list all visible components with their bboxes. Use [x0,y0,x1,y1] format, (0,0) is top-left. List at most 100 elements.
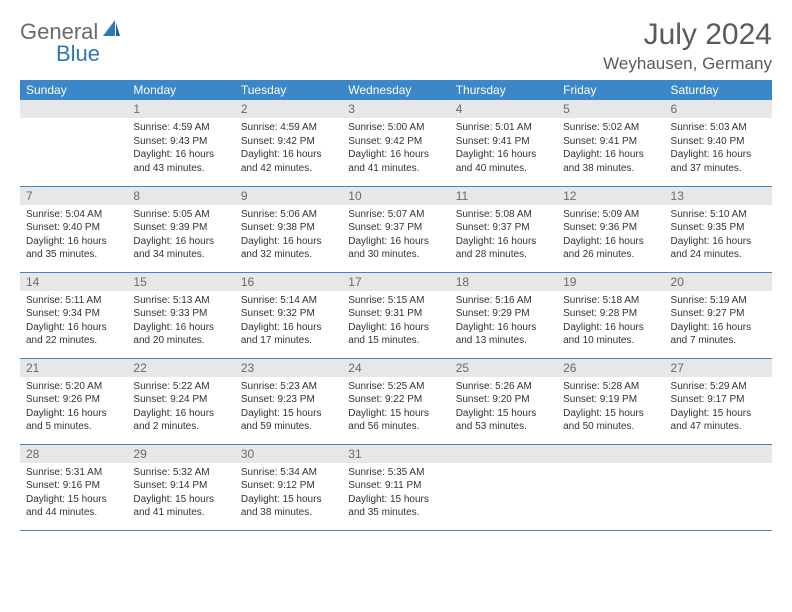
day-number: 26 [557,359,664,377]
weekday-header: Monday [127,80,234,100]
day-number: 14 [20,273,127,291]
calendar-header-row: SundayMondayTuesdayWednesdayThursdayFrid… [20,80,772,100]
logo: General Blue [20,18,121,67]
day-number: 13 [665,187,772,205]
day-data: Sunrise: 5:35 AMSunset: 9:11 PMDaylight:… [342,463,449,524]
day-number: 18 [450,273,557,291]
day-number: 11 [450,187,557,205]
calendar-day-cell: 18Sunrise: 5:16 AMSunset: 9:29 PMDayligh… [450,272,557,358]
day-data: Sunrise: 5:10 AMSunset: 9:35 PMDaylight:… [665,205,772,266]
calendar-day-cell: 8Sunrise: 5:05 AMSunset: 9:39 PMDaylight… [127,186,234,272]
calendar-week-row: 1Sunrise: 4:59 AMSunset: 9:43 PMDaylight… [20,100,772,186]
day-number: 12 [557,187,664,205]
day-data: Sunrise: 5:19 AMSunset: 9:27 PMDaylight:… [665,291,772,352]
calendar-day-cell: 29Sunrise: 5:32 AMSunset: 9:14 PMDayligh… [127,444,234,530]
day-data: Sunrise: 5:06 AMSunset: 9:38 PMDaylight:… [235,205,342,266]
calendar-day-cell: 2Sunrise: 4:59 AMSunset: 9:42 PMDaylight… [235,100,342,186]
calendar-day-cell: 23Sunrise: 5:23 AMSunset: 9:23 PMDayligh… [235,358,342,444]
day-number: 7 [20,187,127,205]
day-data: Sunrise: 5:22 AMSunset: 9:24 PMDaylight:… [127,377,234,438]
day-number: 3 [342,100,449,118]
day-number: 27 [665,359,772,377]
calendar-day-cell: 15Sunrise: 5:13 AMSunset: 9:33 PMDayligh… [127,272,234,358]
day-number: 25 [450,359,557,377]
weekday-header: Friday [557,80,664,100]
day-number [20,100,127,118]
day-number: 24 [342,359,449,377]
calendar-day-cell: 6Sunrise: 5:03 AMSunset: 9:40 PMDaylight… [665,100,772,186]
day-data: Sunrise: 5:20 AMSunset: 9:26 PMDaylight:… [20,377,127,438]
day-number: 2 [235,100,342,118]
calendar-day-cell: 27Sunrise: 5:29 AMSunset: 9:17 PMDayligh… [665,358,772,444]
calendar-week-row: 7Sunrise: 5:04 AMSunset: 9:40 PMDaylight… [20,186,772,272]
calendar-day-cell: 10Sunrise: 5:07 AMSunset: 9:37 PMDayligh… [342,186,449,272]
calendar-day-cell: 1Sunrise: 4:59 AMSunset: 9:43 PMDaylight… [127,100,234,186]
day-data: Sunrise: 5:11 AMSunset: 9:34 PMDaylight:… [20,291,127,352]
calendar-week-row: 28Sunrise: 5:31 AMSunset: 9:16 PMDayligh… [20,444,772,530]
day-number: 31 [342,445,449,463]
weekday-header: Thursday [450,80,557,100]
day-data: Sunrise: 5:14 AMSunset: 9:32 PMDaylight:… [235,291,342,352]
day-number: 22 [127,359,234,377]
day-number: 10 [342,187,449,205]
day-data: Sunrise: 5:18 AMSunset: 9:28 PMDaylight:… [557,291,664,352]
calendar-day-cell: 20Sunrise: 5:19 AMSunset: 9:27 PMDayligh… [665,272,772,358]
day-number: 16 [235,273,342,291]
calendar-table: SundayMondayTuesdayWednesdayThursdayFrid… [20,80,772,531]
day-data: Sunrise: 5:07 AMSunset: 9:37 PMDaylight:… [342,205,449,266]
day-number: 30 [235,445,342,463]
day-number: 6 [665,100,772,118]
day-data: Sunrise: 5:01 AMSunset: 9:41 PMDaylight:… [450,118,557,179]
calendar-day-cell: 31Sunrise: 5:35 AMSunset: 9:11 PMDayligh… [342,444,449,530]
calendar-day-cell: 13Sunrise: 5:10 AMSunset: 9:35 PMDayligh… [665,186,772,272]
day-data: Sunrise: 5:05 AMSunset: 9:39 PMDaylight:… [127,205,234,266]
calendar-day-cell: 9Sunrise: 5:06 AMSunset: 9:38 PMDaylight… [235,186,342,272]
month-title: July 2024 [603,18,772,52]
day-number [665,445,772,463]
calendar-day-cell [557,444,664,530]
calendar-day-cell: 28Sunrise: 5:31 AMSunset: 9:16 PMDayligh… [20,444,127,530]
day-data: Sunrise: 5:13 AMSunset: 9:33 PMDaylight:… [127,291,234,352]
day-data: Sunrise: 5:08 AMSunset: 9:37 PMDaylight:… [450,205,557,266]
calendar-day-cell: 11Sunrise: 5:08 AMSunset: 9:37 PMDayligh… [450,186,557,272]
weekday-header: Tuesday [235,80,342,100]
calendar-day-cell: 17Sunrise: 5:15 AMSunset: 9:31 PMDayligh… [342,272,449,358]
calendar-week-row: 21Sunrise: 5:20 AMSunset: 9:26 PMDayligh… [20,358,772,444]
calendar-day-cell [20,100,127,186]
day-data: Sunrise: 5:34 AMSunset: 9:12 PMDaylight:… [235,463,342,524]
day-data: Sunrise: 5:03 AMSunset: 9:40 PMDaylight:… [665,118,772,179]
day-number: 21 [20,359,127,377]
day-number: 19 [557,273,664,291]
day-number: 15 [127,273,234,291]
calendar-day-cell: 12Sunrise: 5:09 AMSunset: 9:36 PMDayligh… [557,186,664,272]
day-number: 28 [20,445,127,463]
calendar-day-cell: 4Sunrise: 5:01 AMSunset: 9:41 PMDaylight… [450,100,557,186]
calendar-day-cell: 21Sunrise: 5:20 AMSunset: 9:26 PMDayligh… [20,358,127,444]
calendar-day-cell: 24Sunrise: 5:25 AMSunset: 9:22 PMDayligh… [342,358,449,444]
calendar-week-row: 14Sunrise: 5:11 AMSunset: 9:34 PMDayligh… [20,272,772,358]
day-data: Sunrise: 4:59 AMSunset: 9:43 PMDaylight:… [127,118,234,179]
day-data: Sunrise: 5:31 AMSunset: 9:16 PMDaylight:… [20,463,127,524]
day-data: Sunrise: 5:02 AMSunset: 9:41 PMDaylight:… [557,118,664,179]
day-data: Sunrise: 4:59 AMSunset: 9:42 PMDaylight:… [235,118,342,179]
day-data: Sunrise: 5:15 AMSunset: 9:31 PMDaylight:… [342,291,449,352]
day-number: 4 [450,100,557,118]
calendar-day-cell: 22Sunrise: 5:22 AMSunset: 9:24 PMDayligh… [127,358,234,444]
day-data: Sunrise: 5:28 AMSunset: 9:19 PMDaylight:… [557,377,664,438]
calendar-day-cell: 7Sunrise: 5:04 AMSunset: 9:40 PMDaylight… [20,186,127,272]
day-data: Sunrise: 5:29 AMSunset: 9:17 PMDaylight:… [665,377,772,438]
location: Weyhausen, Germany [603,54,772,74]
day-data: Sunrise: 5:00 AMSunset: 9:42 PMDaylight:… [342,118,449,179]
day-number: 8 [127,187,234,205]
day-number: 17 [342,273,449,291]
logo-sail-icon [101,18,121,45]
day-data: Sunrise: 5:16 AMSunset: 9:29 PMDaylight:… [450,291,557,352]
calendar-day-cell: 19Sunrise: 5:18 AMSunset: 9:28 PMDayligh… [557,272,664,358]
weekday-header: Saturday [665,80,772,100]
day-number: 5 [557,100,664,118]
day-number [450,445,557,463]
calendar-day-cell: 26Sunrise: 5:28 AMSunset: 9:19 PMDayligh… [557,358,664,444]
weekday-header: Wednesday [342,80,449,100]
day-number [557,445,664,463]
calendar-day-cell: 14Sunrise: 5:11 AMSunset: 9:34 PMDayligh… [20,272,127,358]
